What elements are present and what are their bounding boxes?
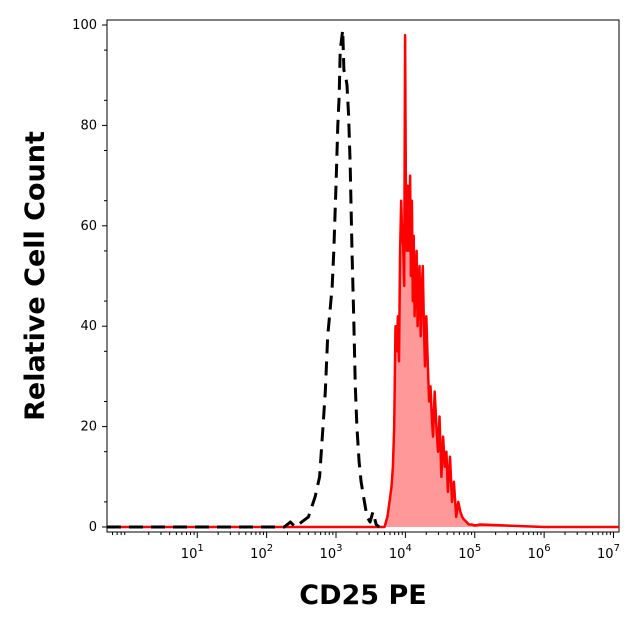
y-tick-label: 60 [80, 219, 97, 234]
control-dashed-line [107, 28, 381, 529]
x-tick-label: 101 [181, 543, 204, 562]
y-axis: 0 20 40 60 80 100 [72, 18, 107, 535]
x-tick-label: 106 [528, 543, 551, 562]
x-tick-label: 102 [250, 543, 273, 562]
x-tick-label: 103 [320, 543, 343, 562]
y-tick-label: 80 [80, 118, 97, 133]
x-axis: 101 102 103 104 105 106 107 [111, 532, 620, 562]
cd25-area-fill [107, 35, 619, 527]
x-tick-label: 105 [458, 543, 481, 562]
y-tick-label: 20 [80, 420, 97, 435]
y-axis-title: Relative Cell Count [20, 131, 51, 421]
y-tick-label: 0 [89, 520, 97, 535]
cd25-pe-series [107, 33, 619, 529]
control-series [107, 28, 381, 529]
x-axis-title: CD25 PE [299, 580, 426, 611]
y-tick-label: 100 [72, 18, 97, 33]
x-tick-label: 107 [597, 543, 620, 562]
y-tick-label: 40 [80, 319, 97, 334]
x-tick-label: 104 [389, 543, 412, 562]
cd25-line [107, 33, 619, 529]
plot-frame [106, 19, 620, 533]
